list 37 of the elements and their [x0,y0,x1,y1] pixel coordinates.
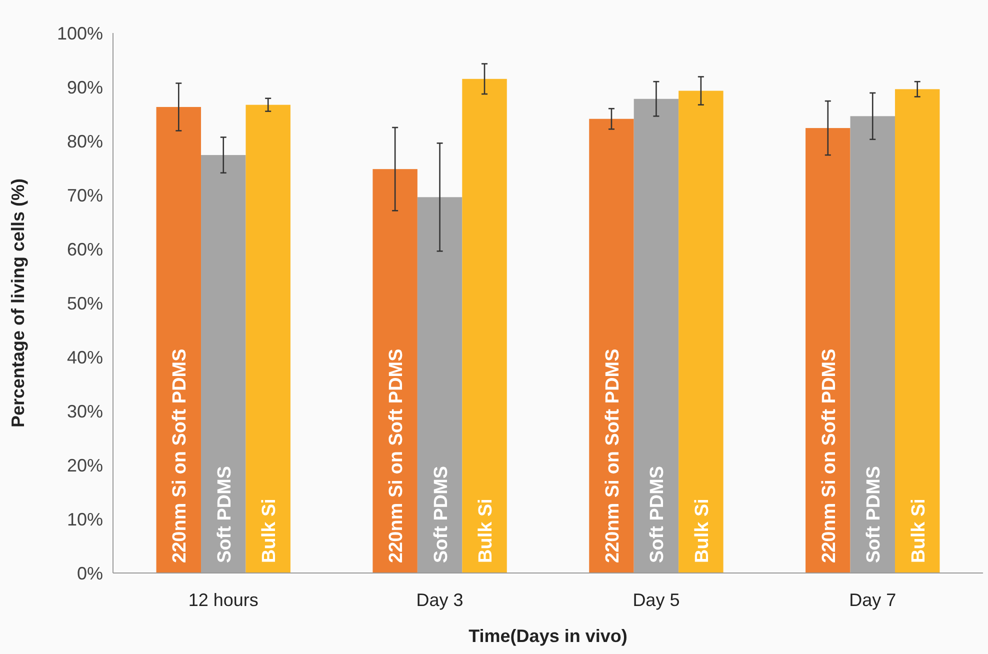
y-tick-label: 20% [66,455,103,476]
bar [806,128,850,573]
bar [589,118,634,573]
text: Soft PDMS [864,466,885,563]
y-tick-label: 50% [66,293,103,314]
text: 220nm Si on Soft PDMS [386,348,408,563]
x-tick-label: Day 7 [849,590,896,610]
y-tick-label: 100% [56,23,103,44]
y-tick-label: 90% [66,77,103,98]
y-tick-label: 60% [66,239,103,260]
bar [246,104,290,573]
y-tick-label: 30% [66,401,103,422]
bar [156,106,202,573]
text: Bulk Si [476,498,497,563]
x-tick-label: 12 hours [188,590,258,610]
y-tick-label: 80% [66,131,103,152]
x-tick-label: Day 5 [632,590,680,610]
x-axis-title: Time(Days in vivo) [468,626,628,646]
text: 220nm Si on Soft PDMS [818,348,840,563]
series-label: Soft PDMS [214,466,236,563]
y-tick-label: 10% [66,509,103,530]
y-tick-label: 40% [66,347,103,368]
text: Bulk Si [908,498,930,563]
y-axis-title: Percentage of living cells (%) [8,178,28,428]
text: Soft PDMS [430,466,452,563]
bar [894,89,940,573]
bar [462,78,507,573]
bar [372,169,418,573]
text: 220nm Si on Soft PDMS [602,348,624,563]
text: Bulk Si [692,498,713,563]
bar [678,90,724,573]
y-tick-label: 0% [76,563,103,584]
text: Soft PDMS [647,466,668,563]
series-label: 220nm Si on Soft PDMS [170,348,191,563]
series-label: Bulk Si [259,498,280,563]
y-tick-label: 70% [66,185,103,206]
x-tick-label: Day 3 [416,590,464,610]
